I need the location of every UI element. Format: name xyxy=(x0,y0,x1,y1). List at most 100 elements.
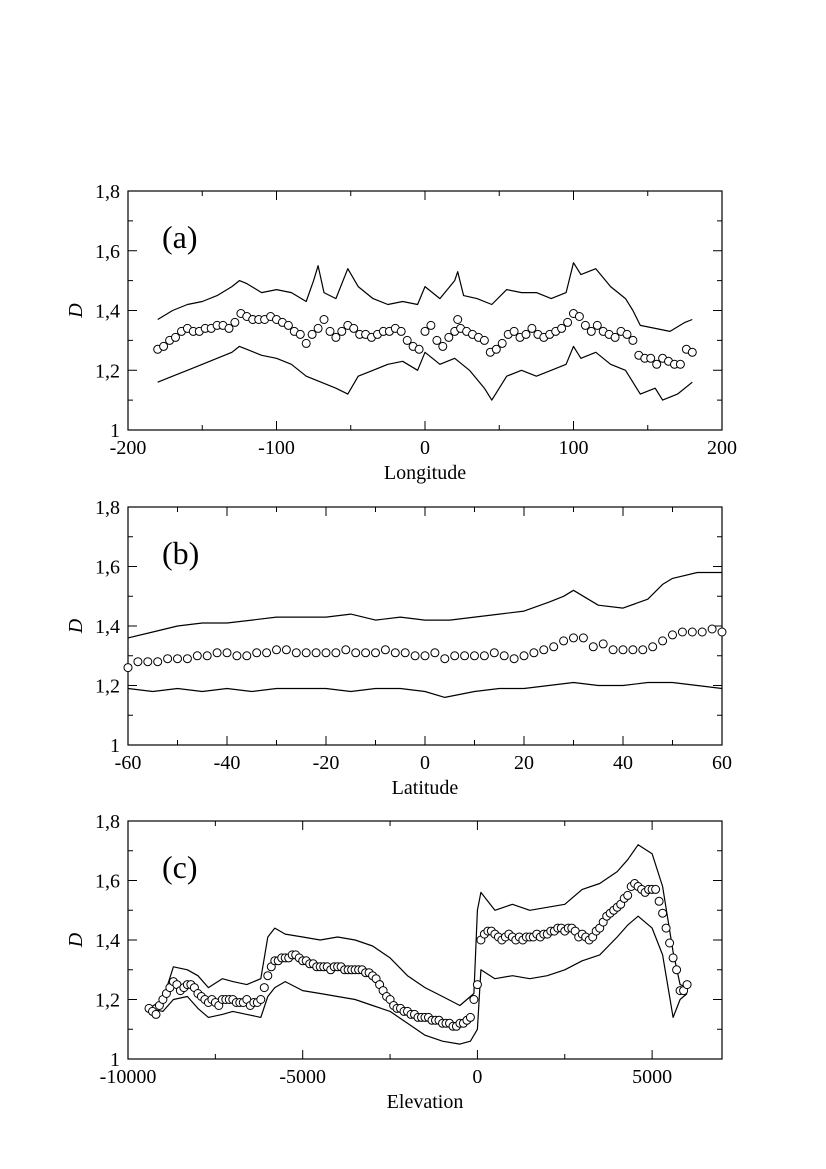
data-point xyxy=(349,323,359,333)
data-point xyxy=(521,329,531,339)
data-point xyxy=(281,645,291,655)
data-point xyxy=(652,359,662,369)
data-point xyxy=(420,326,430,336)
data-point xyxy=(707,624,717,634)
panel-0: -200 -100 0 100 200 1 1,2 1,4 1,6 1,8 Longitude D (a… xyxy=(65,181,737,484)
x-tick-label: -10000 xyxy=(100,1066,157,1088)
data-point xyxy=(256,995,266,1004)
y-tick-label: 1,6 xyxy=(95,557,120,579)
data-point xyxy=(396,326,406,336)
y-tick-label: 1,4 xyxy=(95,301,120,323)
data-point xyxy=(574,312,584,321)
data-point xyxy=(608,645,618,655)
data-point xyxy=(529,648,539,658)
series-line-upper xyxy=(148,844,688,1009)
data-point xyxy=(426,320,436,330)
data-point xyxy=(592,320,602,330)
data-point xyxy=(569,633,578,643)
data-point xyxy=(163,654,173,664)
data-point xyxy=(668,630,677,640)
data-point xyxy=(371,648,380,658)
data-point xyxy=(224,323,234,333)
data-point xyxy=(519,651,529,661)
data-point xyxy=(472,980,482,990)
y-tick-label: 1,8 xyxy=(95,181,120,203)
data-point xyxy=(598,639,608,649)
panel-label: (a) xyxy=(162,219,198,255)
data-point xyxy=(453,315,463,324)
data-point xyxy=(321,648,331,658)
x-tick-label: -20 xyxy=(313,752,340,774)
y-tick-label: 1,2 xyxy=(95,990,120,1012)
y-tick-label: 1,4 xyxy=(95,616,120,638)
data-point xyxy=(123,663,133,673)
data-point xyxy=(361,648,371,658)
data-point xyxy=(460,651,470,661)
data-point xyxy=(159,341,169,351)
data-point xyxy=(697,627,707,637)
y-axis-title: D xyxy=(65,303,87,319)
data-point xyxy=(465,1012,475,1022)
x-tick-label: 60 xyxy=(712,752,732,774)
panel-label: (b) xyxy=(162,535,199,571)
data-point xyxy=(272,645,281,655)
data-point xyxy=(672,965,682,975)
data-point xyxy=(380,645,390,655)
data-point xyxy=(252,648,262,658)
data-point xyxy=(628,645,638,655)
data-point xyxy=(263,971,273,981)
data-point xyxy=(171,332,180,342)
data-point xyxy=(651,884,661,894)
data-point xyxy=(509,326,519,336)
x-tick-label: 0 xyxy=(420,752,430,774)
data-point xyxy=(646,353,656,363)
data-point xyxy=(469,995,479,1004)
data-point xyxy=(580,320,590,330)
data-point xyxy=(283,320,293,330)
data-point xyxy=(450,651,460,661)
data-point xyxy=(497,338,507,348)
data-point xyxy=(658,908,668,918)
data-point xyxy=(499,651,509,661)
data-point xyxy=(182,654,192,664)
data-point xyxy=(563,317,573,327)
data-point xyxy=(319,315,329,324)
series-line-lower xyxy=(148,915,688,1045)
data-point xyxy=(311,648,321,658)
data-point xyxy=(539,645,549,655)
data-point xyxy=(682,980,692,990)
data-point xyxy=(444,332,454,342)
data-point xyxy=(212,648,222,658)
data-point xyxy=(295,329,305,339)
panel-2: -10000 -5000 0 5000 1 1,2 1,4 1,6 1,8 Elevation D (… xyxy=(65,811,723,1113)
data-point xyxy=(586,326,596,336)
data-point xyxy=(623,890,633,900)
plot-frame xyxy=(127,506,723,746)
data-point xyxy=(400,648,410,658)
data-point xyxy=(717,627,727,637)
data-point xyxy=(665,938,675,948)
data-point xyxy=(489,648,499,658)
data-point xyxy=(432,335,442,345)
x-tick-label: -5000 xyxy=(279,1066,326,1088)
data-point xyxy=(307,329,317,339)
data-point xyxy=(259,983,269,993)
y-tick-label: 1 xyxy=(110,735,120,757)
data-point xyxy=(337,326,347,336)
data-point xyxy=(588,642,598,652)
data-point xyxy=(491,344,501,354)
data-point xyxy=(331,332,341,342)
data-point xyxy=(648,642,658,652)
data-point xyxy=(438,341,448,351)
data-point xyxy=(661,923,671,933)
data-point xyxy=(549,642,559,652)
data-point xyxy=(301,648,311,658)
y-tick-label: 1,8 xyxy=(95,811,120,833)
x-tick-label: 20 xyxy=(514,752,534,774)
data-point xyxy=(242,651,252,661)
data-point xyxy=(414,344,424,354)
y-tick-label: 1,2 xyxy=(95,676,120,698)
data-point xyxy=(410,651,420,661)
data-point xyxy=(390,648,400,658)
